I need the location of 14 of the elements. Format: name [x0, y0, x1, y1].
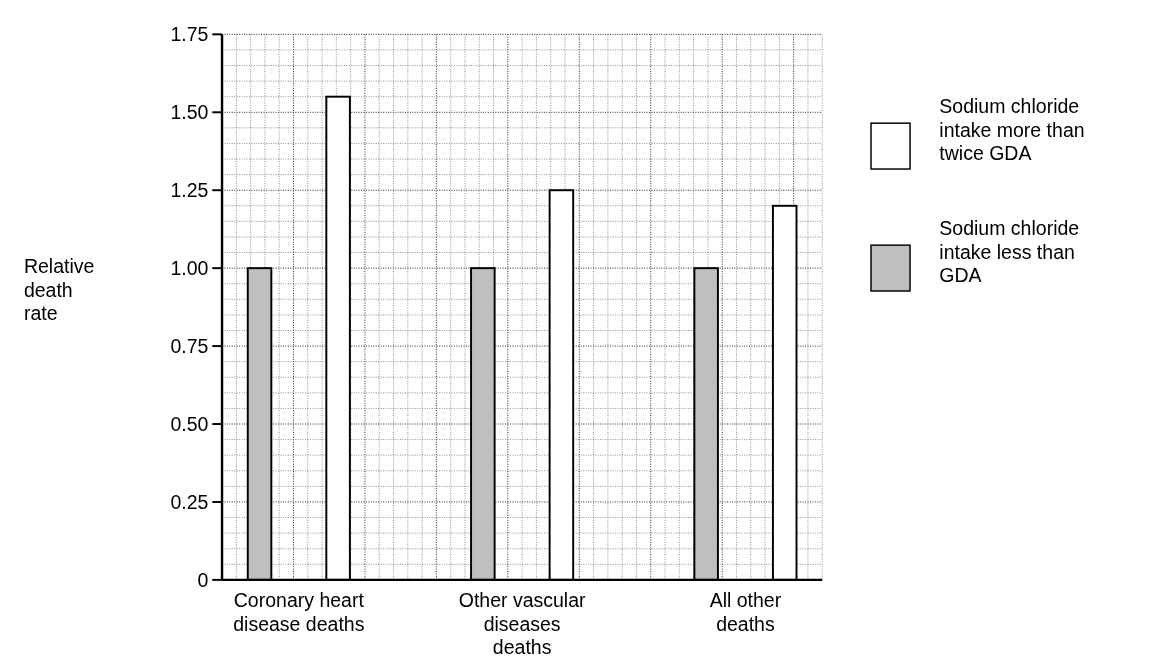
y-tick-label: 0.25 [170, 490, 209, 513]
y-axis-title: Relative death rate [23, 255, 95, 325]
y-tick-label: 1.50 [170, 101, 209, 124]
x-tick-label: Coronary heart disease deaths [233, 589, 365, 635]
text: Sodium chloride intake less than GDA [939, 217, 1080, 287]
x-tick-label: All other deaths [709, 589, 782, 635]
x-tick-label: Other vascular diseases deaths [458, 589, 587, 659]
y-tick-label: 1.75 [170, 23, 209, 46]
y-tick-label: 0 [197, 568, 209, 591]
y-tick-label: 0.50 [170, 412, 209, 435]
y-tick-label: 0.75 [170, 334, 209, 357]
y-tick-label: 1.00 [170, 256, 209, 279]
text: Sodium chloride intake more than twice GDA [939, 95, 1085, 165]
y-tick-label: 1.25 [170, 179, 209, 202]
